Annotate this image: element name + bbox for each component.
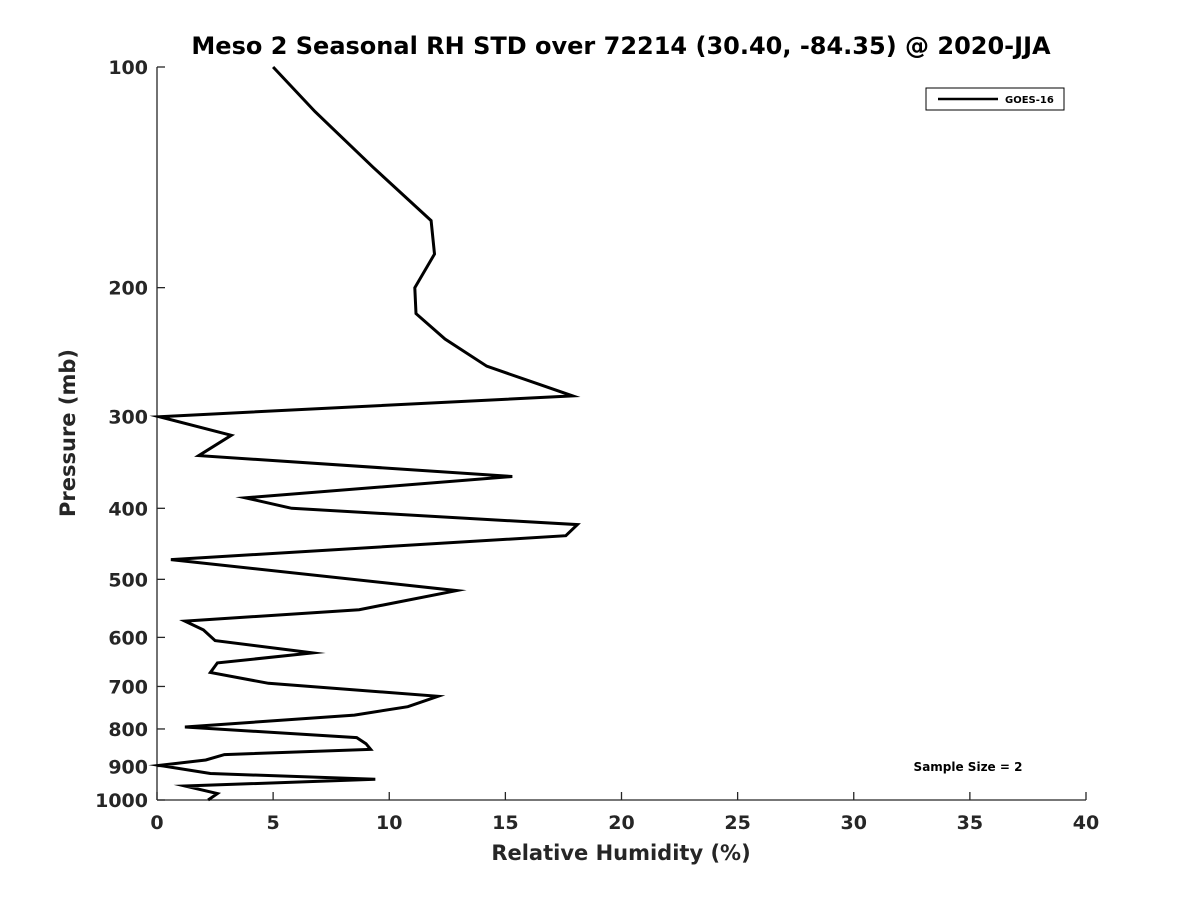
- legend-label: GOES-16: [1005, 95, 1054, 106]
- y-tick-label: 700: [108, 676, 148, 698]
- x-ticks: 0 5 10 15 20 25 30 35 40: [150, 792, 1099, 834]
- sample-size-annotation: Sample Size = 2: [914, 760, 1023, 774]
- plot-area: 0 5 10 15 20 25 30 35 40 100 200 300 400 500 600 700 80…: [95, 57, 1099, 834]
- series-group: [148, 65, 581, 802]
- y-tick-label: 300: [108, 407, 148, 429]
- x-tick-label: 25: [724, 812, 750, 834]
- x-tick-label: 35: [957, 812, 983, 834]
- y-tick-label: 800: [108, 719, 148, 741]
- y-tick-label: 500: [108, 569, 148, 591]
- x-tick-label: 40: [1073, 812, 1099, 834]
- y-tick-label: 600: [108, 627, 148, 649]
- x-tick-label: 15: [492, 812, 518, 834]
- y-ticks: 100 200 300 400 500 600 700 800 900 1000: [95, 57, 165, 812]
- x-axis-label: Relative Humidity (%): [491, 841, 750, 865]
- legend: GOES-16: [925, 87, 1065, 111]
- y-tick-label: 1000: [95, 790, 148, 812]
- x-tick-label: 0: [150, 812, 163, 834]
- x-tick-label: 20: [608, 812, 634, 834]
- chart-title: Meso 2 Seasonal RH STD over 72214 (30.40…: [191, 32, 1051, 60]
- y-tick-label: 200: [108, 278, 148, 300]
- y-tick-label: 900: [108, 756, 148, 778]
- x-tick-label: 10: [376, 812, 402, 834]
- series-line-goes-16: [148, 65, 581, 802]
- y-tick-label: 400: [108, 498, 148, 520]
- x-tick-label: 30: [841, 812, 867, 834]
- x-tick-label: 5: [267, 812, 280, 834]
- y-axis-label: Pressure (mb): [56, 349, 80, 517]
- y-tick-label: 100: [108, 57, 148, 79]
